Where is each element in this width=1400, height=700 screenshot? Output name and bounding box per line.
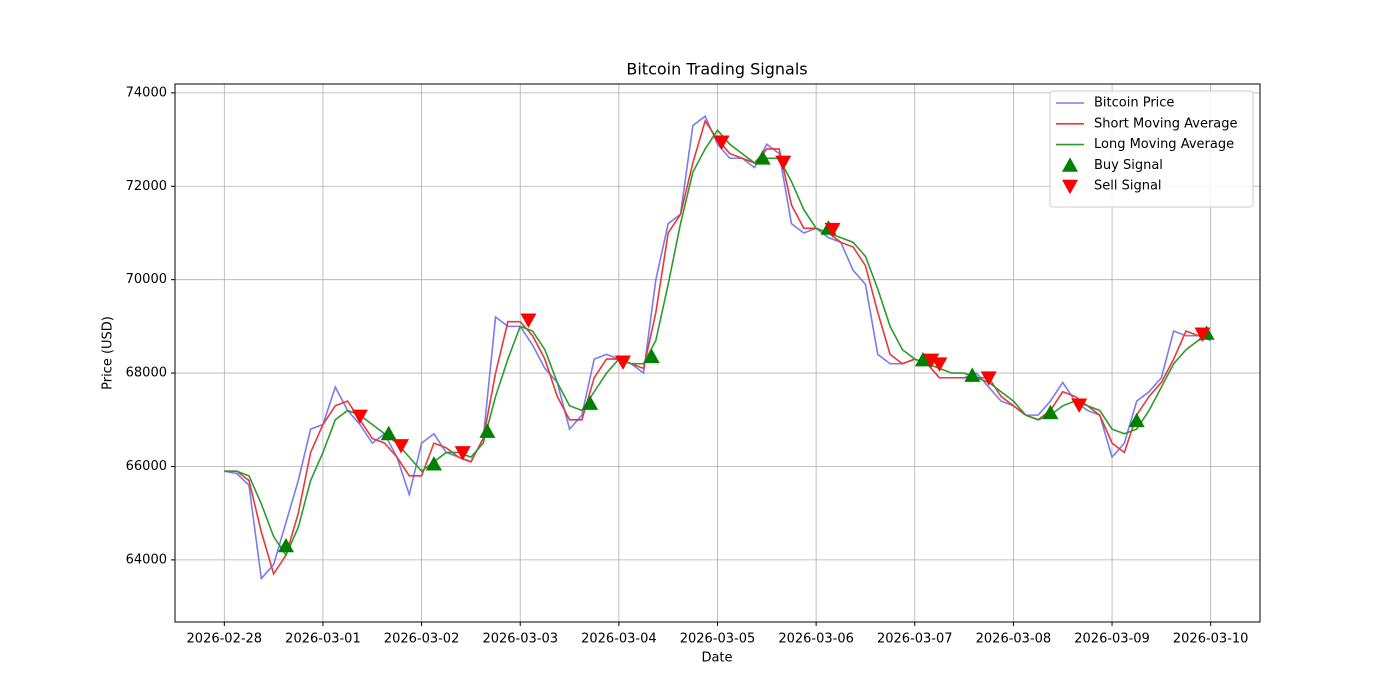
signal-marker bbox=[380, 425, 397, 441]
x-tick-label: 2026-03-04 bbox=[581, 632, 657, 647]
x-axis-label: Date bbox=[701, 651, 732, 666]
signal-marker bbox=[520, 313, 537, 328]
signal-marker bbox=[454, 446, 471, 461]
signal-marker bbox=[1194, 327, 1211, 342]
x-tick-label: 2026-03-08 bbox=[976, 632, 1052, 647]
signal-marker bbox=[614, 355, 631, 370]
signal-marker bbox=[775, 155, 792, 170]
signal-marker bbox=[964, 367, 981, 382]
x-tick-label: 2026-03-01 bbox=[285, 632, 361, 647]
signal-marker bbox=[425, 456, 442, 471]
x-tick-label: 2026-03-06 bbox=[778, 632, 854, 647]
signal-marker bbox=[277, 537, 294, 553]
signal-marker bbox=[980, 371, 997, 386]
x-tick-label: 2026-03-10 bbox=[1173, 632, 1249, 647]
legend-box bbox=[1049, 90, 1254, 208]
price-line bbox=[224, 114, 1211, 581]
signal-marker bbox=[1128, 412, 1145, 428]
signal-marker bbox=[393, 439, 410, 454]
x-tick-label: 2026-03-02 bbox=[384, 632, 460, 647]
signal-marker bbox=[931, 357, 948, 372]
legend-label: Bitcoin Price bbox=[1094, 96, 1174, 111]
legend-label: Short Moving Average bbox=[1094, 116, 1238, 131]
signal-marker bbox=[479, 423, 496, 438]
signal-marker bbox=[1042, 404, 1059, 420]
y-tick-label: 72000 bbox=[126, 179, 167, 194]
y-tick-label: 66000 bbox=[126, 459, 167, 474]
signal-marker bbox=[1071, 398, 1088, 413]
plot-frame bbox=[174, 83, 1261, 623]
y-tick-label: 64000 bbox=[126, 552, 167, 567]
signal-marker bbox=[754, 150, 771, 165]
signal-marker bbox=[923, 353, 940, 369]
legend-swatch bbox=[1062, 157, 1078, 172]
grid bbox=[175, 84, 1260, 622]
signal-marker bbox=[582, 395, 599, 410]
y-tick-label: 74000 bbox=[126, 85, 167, 100]
legend-swatch bbox=[1062, 179, 1078, 195]
signal-marker bbox=[351, 409, 368, 425]
x-tick-label: 2026-03-05 bbox=[680, 632, 756, 647]
legend-label: Buy Signal bbox=[1094, 158, 1163, 173]
x-tick-label: 2026-02-28 bbox=[187, 632, 263, 647]
signal-marker bbox=[824, 222, 841, 238]
y-tick-label: 70000 bbox=[126, 272, 167, 287]
legend: Bitcoin Price Short Moving Average Long Mo… bbox=[1049, 90, 1254, 208]
signal-marker bbox=[914, 352, 931, 367]
chart-title: Bitcoin Trading Signals bbox=[626, 60, 807, 79]
signal-marker bbox=[643, 348, 660, 364]
legend-label: Long Moving Average bbox=[1094, 137, 1234, 152]
x-tick-label: 2026-03-03 bbox=[482, 632, 558, 647]
legend-label: Sell Signal bbox=[1094, 179, 1162, 194]
y-axis-label: Price (USD) bbox=[101, 316, 116, 390]
x-tick-label: 2026-03-07 bbox=[877, 632, 953, 647]
y-tick-label: 68000 bbox=[126, 366, 167, 381]
x-tick-label: 2026-03-09 bbox=[1074, 632, 1150, 647]
signal-marker bbox=[713, 135, 730, 150]
